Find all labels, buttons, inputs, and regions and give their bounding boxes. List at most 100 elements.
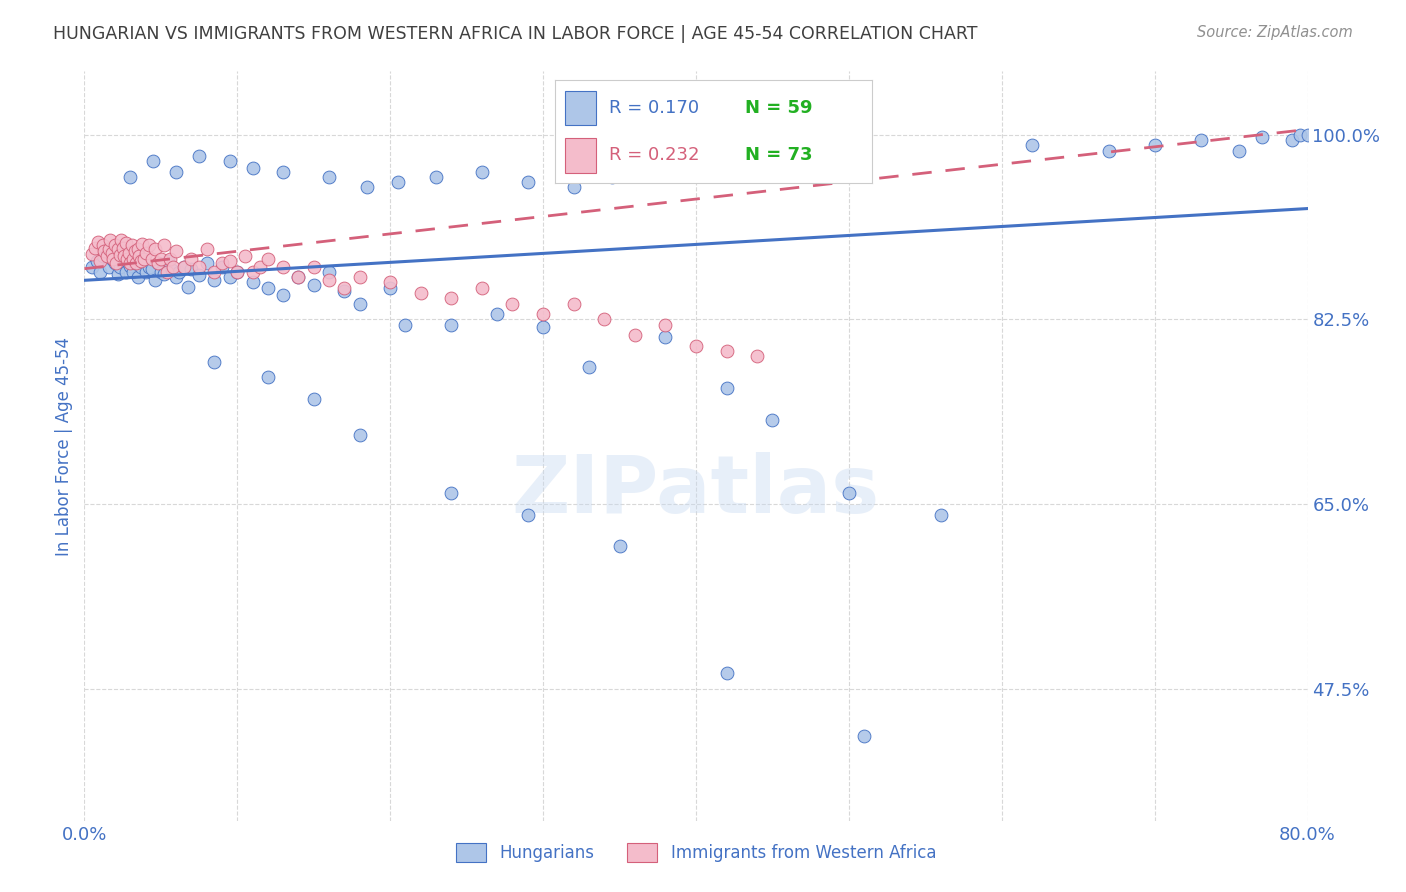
Point xyxy=(1296,128,1319,142)
Point xyxy=(202,354,225,368)
Point xyxy=(120,256,142,270)
Point xyxy=(287,270,309,285)
Point xyxy=(211,260,233,274)
Point xyxy=(1227,144,1250,158)
Point xyxy=(153,267,176,281)
Point xyxy=(173,260,195,274)
Point xyxy=(685,339,707,353)
Point xyxy=(318,169,340,184)
Point xyxy=(318,273,340,287)
Point xyxy=(110,233,132,247)
Point xyxy=(124,244,146,258)
Point xyxy=(104,256,127,270)
Point xyxy=(387,175,409,189)
Legend: Hungarians, Immigrants from Western Africa: Hungarians, Immigrants from Western Afri… xyxy=(449,836,943,869)
Text: N = 73: N = 73 xyxy=(745,146,813,164)
Point xyxy=(104,242,127,256)
Point xyxy=(409,285,432,300)
Point xyxy=(87,235,110,250)
Point xyxy=(716,381,738,395)
Point xyxy=(271,164,294,178)
Point xyxy=(333,281,356,295)
Point xyxy=(128,249,150,263)
Point xyxy=(600,169,623,184)
Point xyxy=(349,296,371,310)
Point xyxy=(233,249,256,263)
Point xyxy=(122,252,145,267)
Point xyxy=(516,508,538,522)
Point xyxy=(471,281,494,295)
Point xyxy=(120,259,142,273)
Point xyxy=(89,254,111,268)
Point xyxy=(108,260,131,274)
Point xyxy=(211,256,233,270)
Point xyxy=(471,164,494,178)
Point xyxy=(271,260,294,274)
Point xyxy=(440,318,463,332)
Point xyxy=(180,261,202,276)
Point xyxy=(1289,128,1312,142)
Point xyxy=(80,247,103,261)
Point xyxy=(747,349,769,363)
Point xyxy=(287,270,309,285)
Point xyxy=(318,265,340,279)
Point xyxy=(103,252,125,267)
Point xyxy=(131,237,153,252)
Point xyxy=(86,254,108,268)
Point xyxy=(838,486,860,500)
Point xyxy=(96,249,118,263)
Point xyxy=(93,244,115,258)
Point xyxy=(97,260,120,274)
Point xyxy=(131,252,153,267)
Point xyxy=(1189,133,1212,147)
Point xyxy=(98,233,121,247)
Point xyxy=(394,318,416,332)
Point xyxy=(165,270,187,285)
Point xyxy=(356,180,378,194)
Point xyxy=(440,291,463,305)
Point xyxy=(127,270,149,285)
Point xyxy=(107,267,129,281)
Point xyxy=(141,252,163,267)
Point xyxy=(149,265,172,279)
Point xyxy=(173,260,195,274)
Point xyxy=(91,249,114,263)
Text: N = 59: N = 59 xyxy=(745,99,813,117)
Point xyxy=(115,254,138,268)
Point xyxy=(101,252,124,267)
Point xyxy=(853,729,876,743)
Point xyxy=(333,284,356,298)
Point xyxy=(89,265,111,279)
Point xyxy=(516,175,538,189)
Point xyxy=(202,273,225,287)
Point xyxy=(105,256,128,270)
Point xyxy=(125,256,148,270)
Point xyxy=(1250,129,1272,144)
Point xyxy=(257,252,280,267)
Point xyxy=(157,254,180,268)
Point xyxy=(218,254,240,268)
Point xyxy=(226,265,249,279)
Point xyxy=(118,245,141,260)
Text: Source: ZipAtlas.com: Source: ZipAtlas.com xyxy=(1197,25,1353,40)
Point xyxy=(502,296,524,310)
Point xyxy=(349,428,371,442)
Point xyxy=(218,270,240,285)
Point xyxy=(654,159,676,173)
Text: R = 0.170: R = 0.170 xyxy=(609,99,699,117)
Point xyxy=(380,281,402,295)
Point xyxy=(165,244,187,258)
Point xyxy=(1281,133,1303,147)
Point xyxy=(242,265,264,279)
Point xyxy=(129,254,152,268)
Point xyxy=(531,319,554,334)
Point xyxy=(160,262,183,277)
Point xyxy=(195,242,218,256)
Point xyxy=(188,149,211,163)
Point xyxy=(249,260,271,274)
Point xyxy=(180,252,202,267)
Point xyxy=(195,256,218,270)
Point xyxy=(146,256,169,270)
Point xyxy=(593,312,616,326)
Point xyxy=(440,486,463,500)
